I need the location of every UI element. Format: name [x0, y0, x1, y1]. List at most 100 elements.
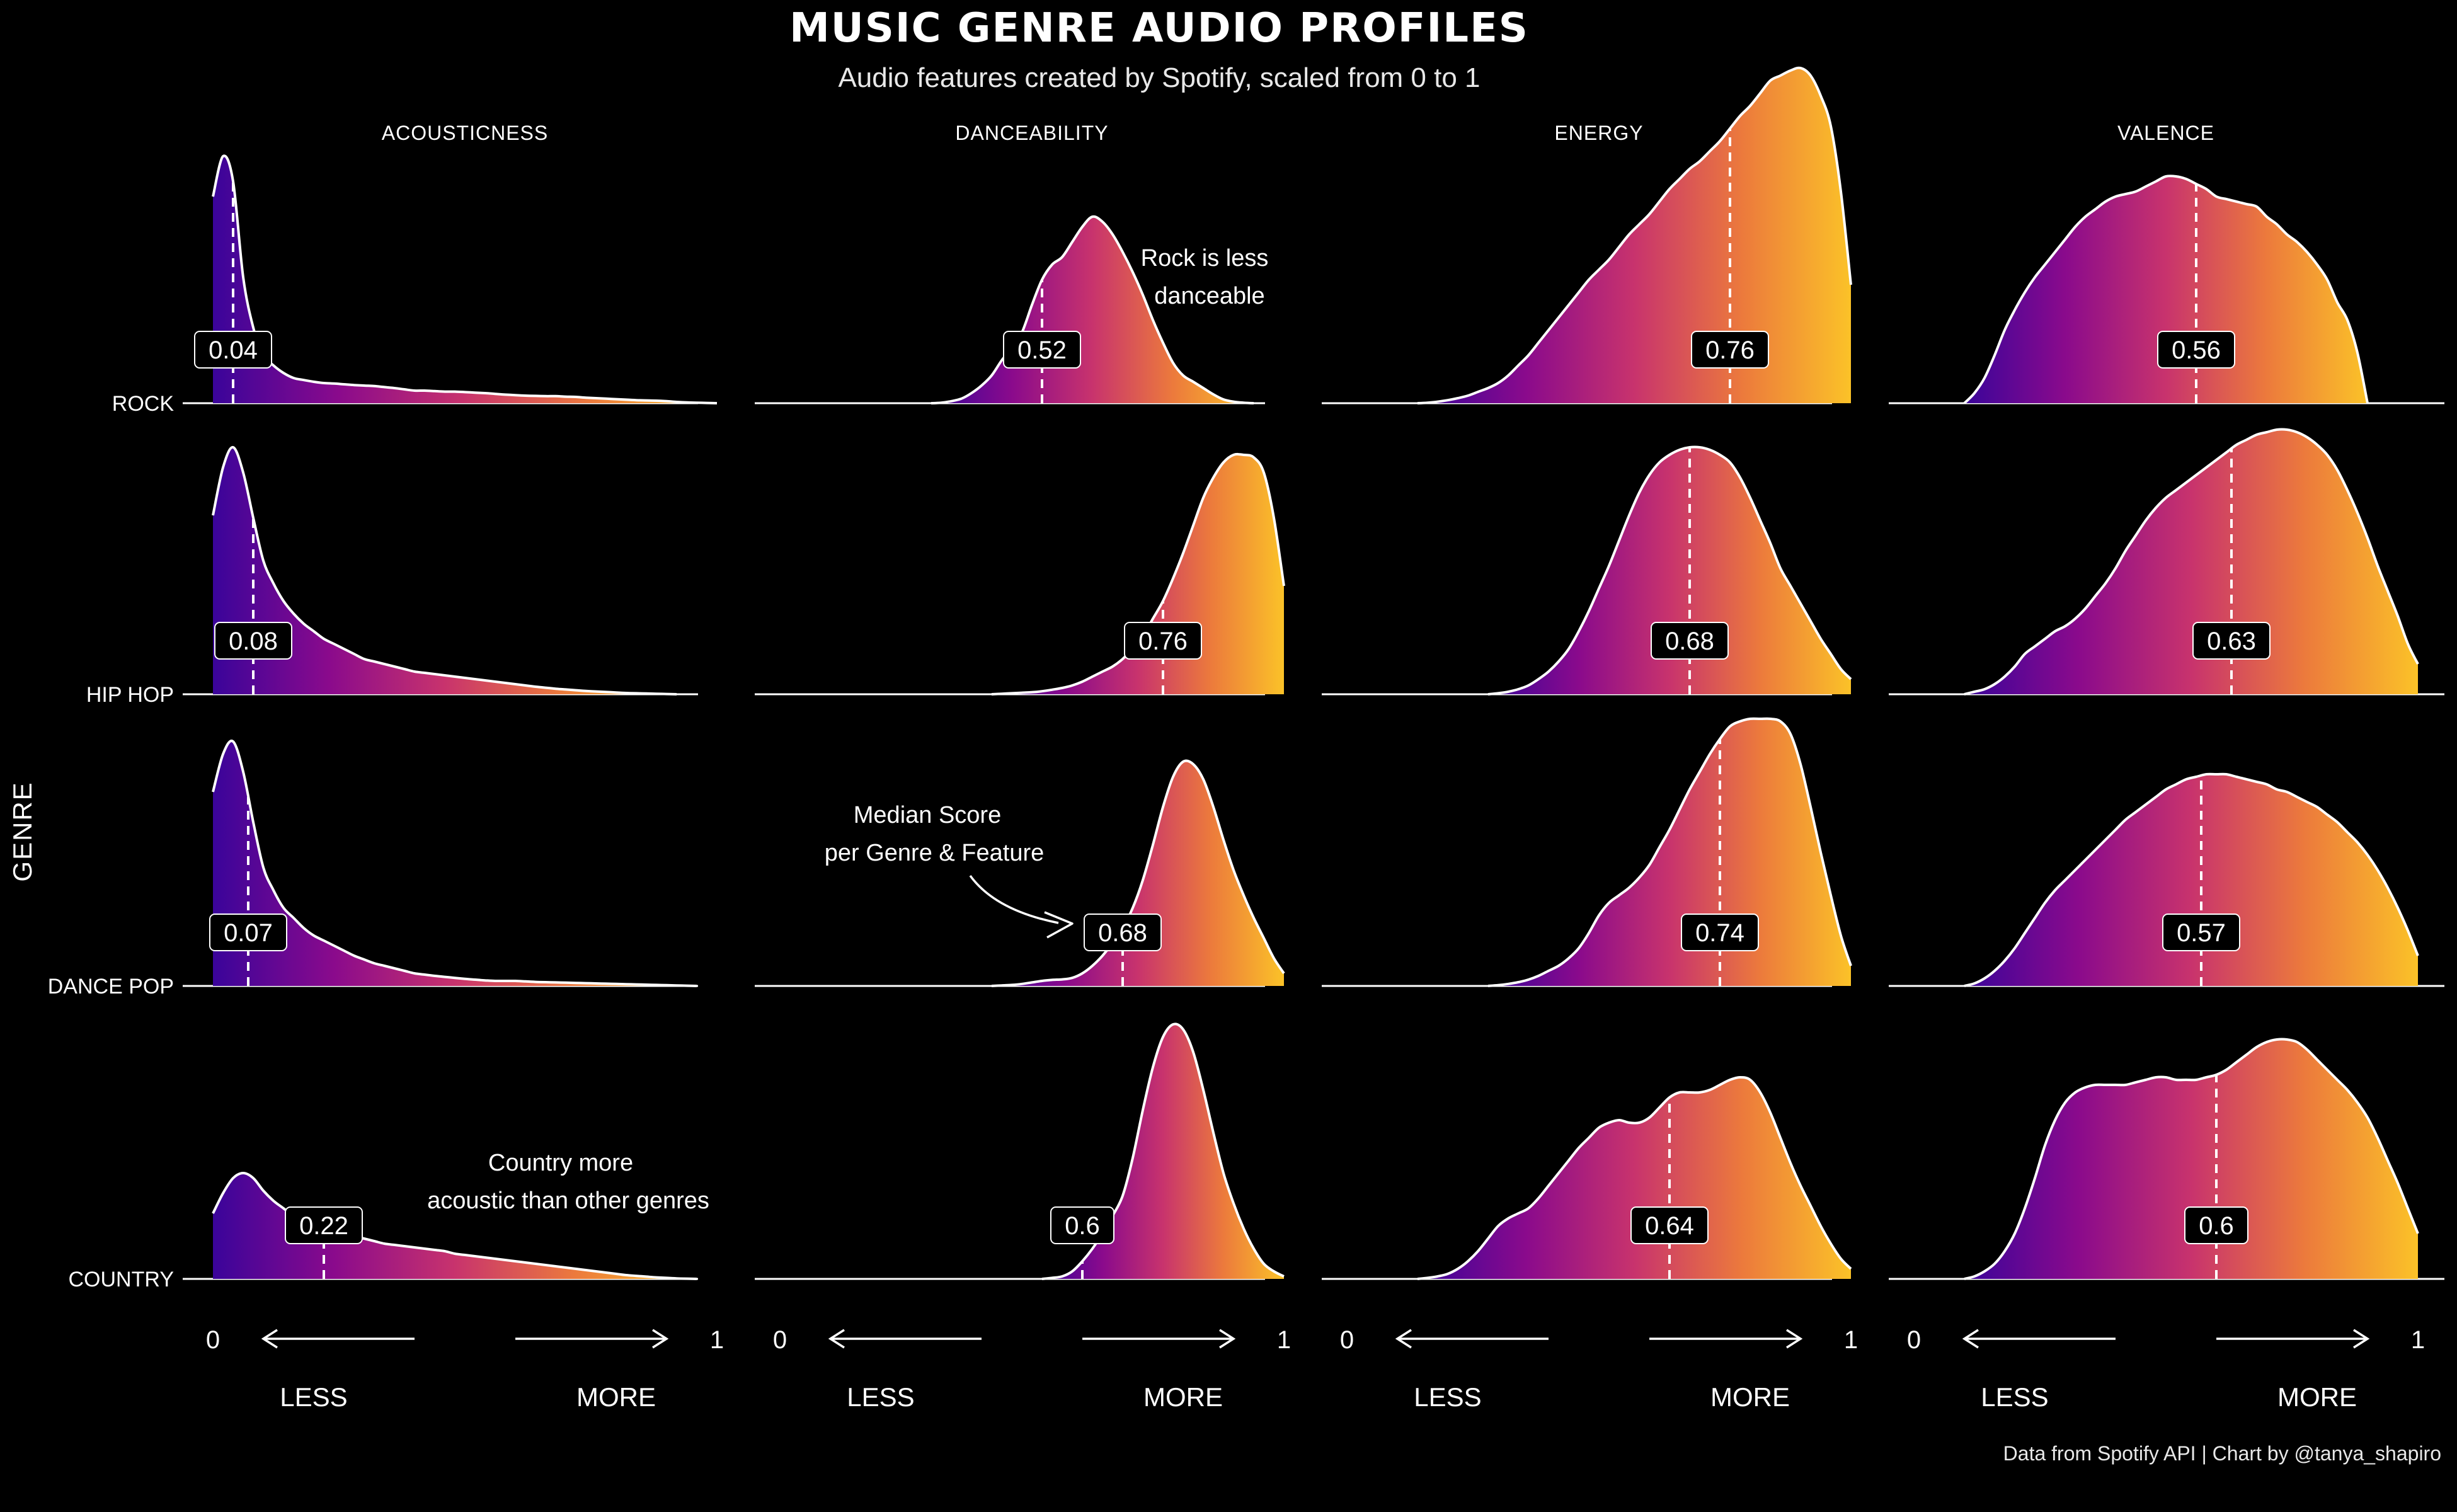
median-label: 0.6 [1065, 1212, 1100, 1240]
more-label: MORE [1143, 1382, 1223, 1412]
x-tick-label: 1 [2411, 1326, 2425, 1354]
median-label: 0.76 [1138, 627, 1188, 655]
more-arrowhead [652, 1329, 669, 1349]
genre-label: DANCE POP [48, 975, 174, 999]
annotation-median-score: Median Score per Genre & Feature [825, 802, 1074, 939]
density-outline [1964, 1038, 2419, 1280]
median-label-box [1124, 622, 1202, 660]
annotation-line: Country more [488, 1150, 633, 1176]
median-label: 0.76 [1705, 336, 1755, 364]
median-label-box [209, 914, 287, 951]
density-outline [991, 759, 1285, 987]
annotation-line: Median Score [854, 802, 1001, 828]
x-tick-label: 0 [1340, 1326, 1354, 1354]
less-arrowhead [261, 1329, 278, 1349]
less-label: LESS [280, 1382, 347, 1412]
median-label: 0.04 [209, 336, 258, 364]
density-area [1488, 718, 1851, 986]
facet-label: DANCEABILITY [955, 122, 1108, 144]
genre-label: HIP HOP [86, 683, 174, 707]
median-label: 0.6 [2199, 1212, 2234, 1240]
median-label: 0.08 [229, 627, 278, 655]
facet-label: ACOUSTICNESS [382, 122, 548, 144]
chart-title: MUSIC GENRE AUDIO PROFILES [789, 5, 1529, 52]
median-label-box [1003, 331, 1081, 369]
annotation-line: Rock is less [1141, 245, 1269, 272]
x-tick-label: 1 [1277, 1326, 1291, 1354]
annotation-line: danceable [1154, 283, 1264, 309]
median-label: 0.57 [2177, 919, 2226, 947]
x-tick-label: 0 [206, 1326, 220, 1354]
x-tick-label: 0 [773, 1326, 787, 1354]
density-area [213, 447, 677, 694]
chart-caption: Data from Spotify API | Chart by @tanya_… [2003, 1442, 2441, 1465]
median-label-box [1050, 1206, 1114, 1244]
median-label-box [1691, 331, 1769, 369]
median-label-box [2162, 914, 2240, 951]
median-label: 0.07 [224, 919, 273, 947]
density-outline [1963, 175, 2369, 404]
chart-subtitle: Audio features created by Spotify, scale… [838, 62, 1480, 93]
density-area [213, 740, 697, 986]
density-outline [212, 154, 718, 404]
annotation-rock-danceable: Rock is less danceable [1141, 245, 1269, 309]
more-arrowhead [2353, 1329, 2370, 1349]
density-outline [1964, 428, 2419, 696]
density-outline [1487, 717, 1852, 987]
density-area [1964, 176, 2368, 403]
median-label-box [2184, 1206, 2248, 1244]
density-outline [212, 446, 677, 696]
median-label: 0.63 [2207, 627, 2256, 655]
annotation-arrow [969, 874, 1059, 924]
facet-label: VALENCE [2117, 122, 2214, 144]
less-arrowhead [1395, 1329, 1412, 1349]
median-label-box [214, 622, 292, 660]
median-label-box [285, 1206, 363, 1244]
density-area [1418, 67, 1851, 404]
density-outline [212, 739, 697, 987]
density-outline [1041, 1022, 1285, 1280]
density-area [1964, 1039, 2418, 1279]
density-area [1042, 1024, 1284, 1279]
median-label: 0.68 [1665, 627, 1714, 655]
more-label: MORE [576, 1382, 656, 1412]
less-label: LESS [1981, 1382, 2048, 1412]
median-label: 0.52 [1017, 336, 1067, 364]
density-area [992, 454, 1284, 694]
genre-label: COUNTRY [69, 1268, 175, 1292]
y-axis-title: GENRE [8, 781, 37, 881]
median-label: 0.74 [1695, 919, 1744, 947]
median-label: 0.56 [2172, 336, 2221, 364]
median-label-box [1630, 1206, 1709, 1244]
median-label-box [1084, 914, 1162, 951]
annotation-arrowhead [1044, 911, 1074, 939]
density-outline [1417, 1076, 1852, 1280]
median-label-box [2192, 622, 2271, 660]
density-outline [931, 215, 1254, 404]
facet-label: ENERGY [1554, 122, 1643, 144]
median-label-box [1651, 622, 1729, 660]
x-tick-label: 0 [1907, 1326, 1921, 1354]
density-area [1418, 1077, 1851, 1279]
median-label: 0.22 [299, 1212, 348, 1240]
median-label-box [194, 331, 272, 369]
annotation-line: per Genre & Feature [825, 840, 1045, 866]
more-arrowhead [1786, 1329, 1803, 1349]
more-label: MORE [1710, 1382, 1790, 1412]
density-area [213, 156, 717, 403]
density-area [1964, 429, 2418, 694]
median-label-box [2157, 331, 2235, 369]
less-arrowhead [1962, 1329, 1979, 1349]
less-arrowhead [828, 1329, 845, 1349]
density-area [1964, 774, 2418, 986]
annotation-country-acoustic: Country more acoustic than other genres [427, 1150, 709, 1214]
density-area [992, 760, 1284, 986]
less-label: LESS [847, 1382, 914, 1412]
median-label: 0.68 [1098, 919, 1147, 947]
genre-label: ROCK [112, 392, 175, 416]
median-label: 0.64 [1645, 1212, 1694, 1240]
density-outline [1487, 445, 1852, 696]
median-label-box [1681, 914, 1759, 951]
less-label: LESS [1414, 1382, 1481, 1412]
panels-layer: ACOUSTICNESS DANCEABILITY ENERGY VALENCE ROC… [48, 66, 2444, 1412]
